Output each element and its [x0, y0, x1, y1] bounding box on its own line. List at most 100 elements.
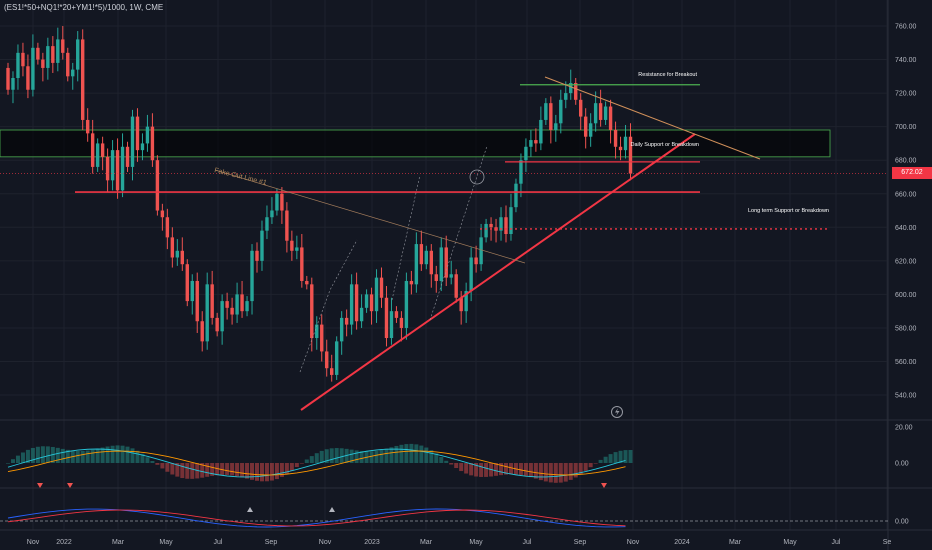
histogram-bar [394, 445, 399, 463]
histogram-bar [464, 463, 469, 474]
histogram-bar [250, 463, 255, 480]
candle [444, 247, 448, 278]
candle [165, 217, 170, 238]
histogram-bar [329, 448, 334, 463]
x-tick-label: 2024 [674, 539, 690, 546]
histogram-bar [563, 463, 568, 482]
time-axis[interactable]: Nov 2022 Mar May Jul Sep Nov 2023 Mar May Jul Sep No… [27, 539, 892, 546]
oscillator-panel-1 [6, 443, 633, 488]
osc1-line-fast [7, 448, 626, 478]
histogram-bar [499, 463, 504, 476]
candle [230, 307, 234, 315]
histogram-bar [304, 459, 309, 463]
y-tick-label: 660.00 [895, 191, 917, 198]
candle [56, 39, 60, 63]
candle [290, 240, 294, 251]
histogram-bar [210, 463, 215, 476]
candle [150, 126, 155, 161]
candle [325, 351, 329, 369]
histogram-bar [15, 455, 20, 463]
histogram-bar [150, 460, 155, 463]
histogram-bar [115, 445, 120, 463]
candle [95, 143, 100, 167]
candle [549, 103, 553, 131]
candle [424, 250, 429, 265]
histogram-bar [235, 463, 240, 477]
histogram-bar [474, 463, 479, 477]
candle [175, 250, 180, 258]
candle [603, 106, 608, 120]
candle [11, 78, 15, 90]
histogram-bar [294, 463, 299, 468]
symbol-title[interactable]: (ES1!*50+NQ1!*20+YM1!*5)/1000, 1W, CME [4, 3, 164, 12]
histogram-bar [344, 448, 349, 463]
histogram-bar [80, 450, 85, 463]
candle [31, 47, 35, 90]
x-tick-label: Nov [27, 539, 40, 546]
histogram-bar [314, 453, 319, 463]
histogram-bar [175, 463, 180, 477]
histogram-bar [593, 463, 598, 464]
histogram-bar [264, 463, 269, 482]
candle [46, 46, 50, 68]
candle [135, 116, 140, 151]
histogram-bar [454, 463, 459, 469]
histogram-bar [434, 453, 439, 463]
candle [399, 317, 404, 328]
candle [608, 106, 613, 131]
histogram-bar [255, 463, 259, 481]
candle [539, 119, 543, 144]
histogram-bar [319, 450, 324, 463]
histogram-bar [215, 463, 220, 476]
histogram-bar [240, 463, 245, 478]
candle [195, 280, 199, 322]
candle [379, 277, 384, 298]
candle [419, 244, 424, 265]
candle [260, 230, 264, 261]
x-tick-label: Mar [112, 539, 125, 546]
candle [449, 274, 453, 278]
histogram-bar [459, 463, 464, 472]
histogram-bar [120, 445, 125, 463]
x-tick-label: Se [883, 539, 892, 546]
sell-signal-marker [67, 483, 73, 488]
oscillator-panel-2 [0, 507, 888, 528]
y-tick-label: 680.00 [895, 158, 917, 165]
histogram-bar [180, 463, 185, 479]
resistance-label: Resistance for Breakout [638, 72, 697, 78]
candle [180, 250, 184, 265]
histogram-bar [339, 448, 344, 463]
x-tick-label: Jul [214, 539, 223, 546]
osc1-tick-label: 20.00 [895, 425, 913, 432]
candle [51, 46, 55, 63]
candle [474, 257, 478, 265]
histogram-bar [573, 463, 578, 478]
x-tick-label: May [159, 539, 173, 546]
projection-arrow [391, 174, 421, 301]
histogram-bar [528, 463, 533, 478]
lightning-icon[interactable] [611, 406, 623, 418]
candle [250, 250, 254, 302]
osc1-line-slow [7, 450, 626, 476]
candle [354, 284, 359, 322]
histogram-bar [424, 447, 429, 463]
histogram-bar [289, 463, 294, 471]
x-tick-label: Jul [832, 539, 841, 546]
candle [384, 297, 389, 339]
histogram-bar [30, 447, 35, 463]
candle [369, 294, 374, 312]
fake-out-line [214, 169, 526, 264]
y-tick-label: 700.00 [895, 124, 917, 131]
histogram-bar [369, 451, 374, 463]
histogram-bar [414, 444, 419, 463]
x-tick-label: Sep [265, 539, 278, 546]
price-axis[interactable]: 760.00 740.00 720.00 700.00 680.00 660.00 640.… [895, 24, 917, 526]
daily-label: Daily Support or Breakdown [631, 142, 699, 148]
candle [21, 52, 25, 67]
histogram-bar [269, 463, 274, 481]
histogram-bar [628, 449, 633, 463]
y-tick-label: 580.00 [895, 325, 917, 332]
candle [255, 250, 259, 261]
y-tick-label: 640.00 [895, 225, 917, 232]
